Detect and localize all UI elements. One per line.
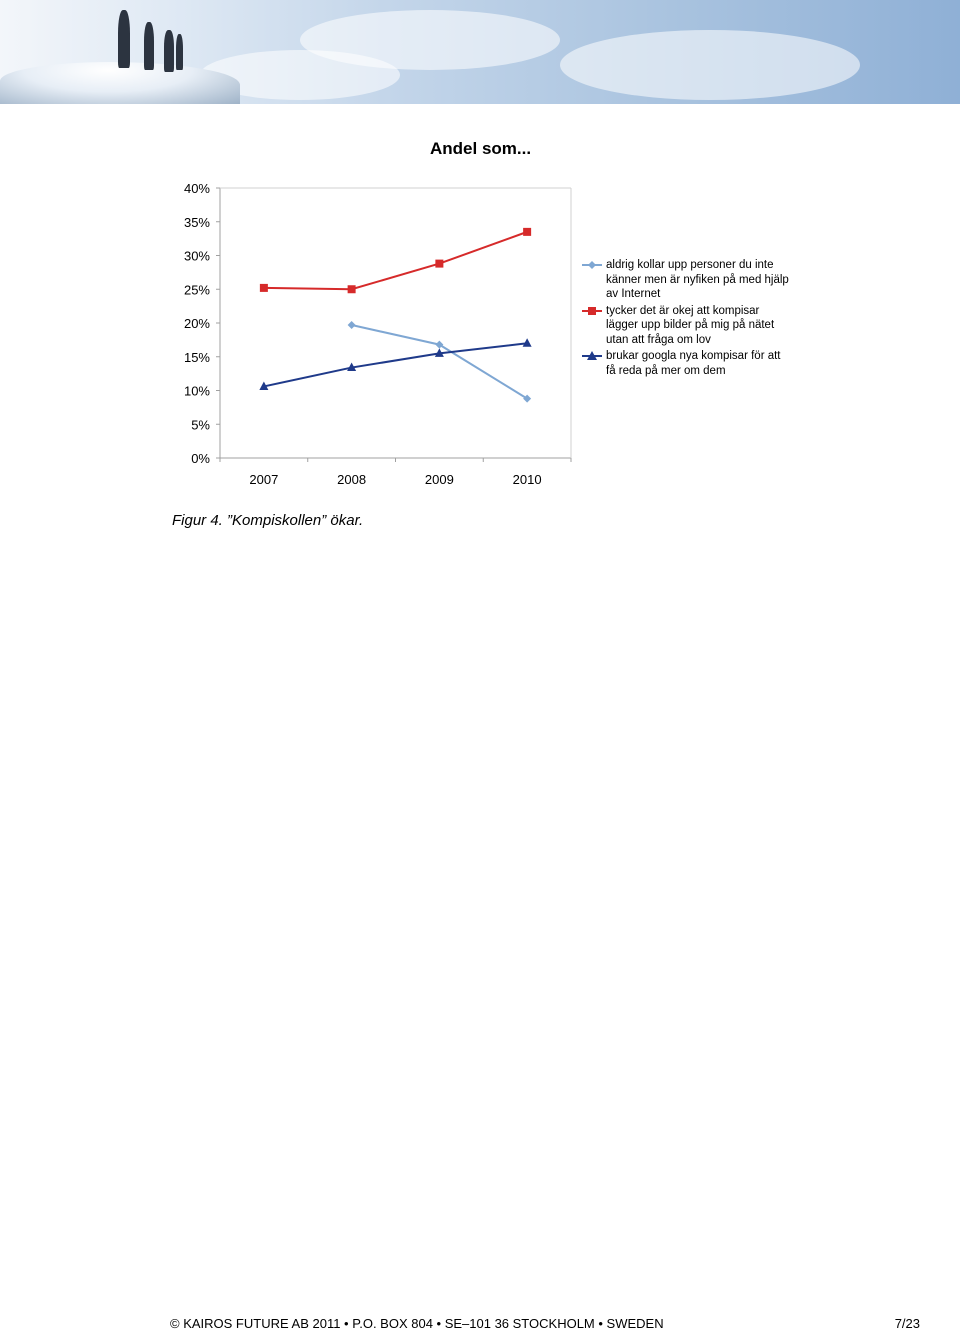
page-number: 7/23 — [894, 1316, 920, 1331]
legend-item-series-1: aldrig kollar upp personer du inte känne… — [580, 258, 790, 302]
legend-item-series-3: brukar googla nya kompisar för att få re… — [580, 349, 790, 378]
data-point-square — [347, 285, 356, 294]
legend-marker-diamond — [582, 261, 602, 269]
data-point-triangle — [522, 338, 532, 347]
series-line-1 — [351, 324, 528, 400]
data-point-triangle — [434, 348, 444, 357]
data-point-square — [259, 283, 268, 292]
data-point-triangle — [259, 381, 269, 390]
series-line-3 — [263, 342, 528, 388]
figure-caption: Figur 4. ”Kompiskollen” ökar. — [172, 512, 364, 529]
chart-title: Andel som... — [430, 139, 531, 158]
mountain-shape — [0, 62, 240, 104]
y-tick-label: 40% — [184, 181, 210, 196]
x-tick-label: 2009 — [425, 472, 454, 487]
data-point-square — [523, 227, 532, 236]
series-line-2 — [263, 230, 528, 291]
data-point-square — [435, 259, 444, 268]
legend-marker-square — [582, 306, 602, 315]
cloud-shape — [560, 30, 860, 100]
chart-series — [259, 227, 532, 403]
legend-label: tycker det är okej att kompisar lägger u… — [606, 304, 775, 346]
line-chart: Andel som... 0% 5% 10% 15% 20% 25% 30% 35% 40% 2… — [184, 139, 572, 487]
person-silhouette — [144, 22, 154, 70]
y-tick-label: 5% — [191, 417, 210, 432]
data-point-triangle — [347, 362, 357, 372]
y-tick-label: 0% — [191, 451, 210, 466]
data-point-diamond — [435, 340, 444, 349]
data-point-diamond — [523, 394, 532, 403]
page-footer: © KAIROS FUTURE AB 2011 • P.O. BOX 804 •… — [170, 1316, 920, 1331]
legend-marker-triangle — [582, 351, 602, 360]
legend-label: aldrig kollar upp personer du inte känne… — [606, 259, 789, 300]
y-tick-label: 25% — [184, 282, 210, 297]
x-tick-label: 2007 — [249, 472, 278, 487]
chart-axes — [219, 187, 572, 459]
y-tick-label: 20% — [184, 316, 210, 331]
person-silhouette — [118, 10, 130, 68]
y-tick-label: 35% — [184, 215, 210, 230]
person-silhouette — [164, 30, 174, 72]
y-tick-label: 15% — [184, 350, 210, 365]
y-tick-label: 30% — [184, 249, 210, 264]
y-tick-label: 10% — [184, 384, 210, 399]
y-axis-ticks: 0% 5% 10% 15% 20% 25% 30% 35% 40% — [184, 181, 220, 466]
x-tick-label: 2010 — [513, 472, 542, 487]
footer-address: © KAIROS FUTURE AB 2011 • P.O. BOX 804 •… — [170, 1316, 664, 1331]
legend-item-series-2: tycker det är okej att kompisar lägger u… — [580, 304, 790, 348]
person-silhouette — [176, 34, 183, 70]
x-axis-ticks: 2007 2008 2009 2010 — [219, 458, 572, 487]
legend-label: brukar googla nya kompisar för att få re… — [606, 350, 781, 377]
x-tick-label: 2008 — [337, 472, 366, 487]
header-banner-image — [0, 0, 960, 104]
chart-legend: aldrig kollar upp personer du inte känne… — [580, 258, 790, 380]
data-point-diamond — [347, 321, 356, 330]
